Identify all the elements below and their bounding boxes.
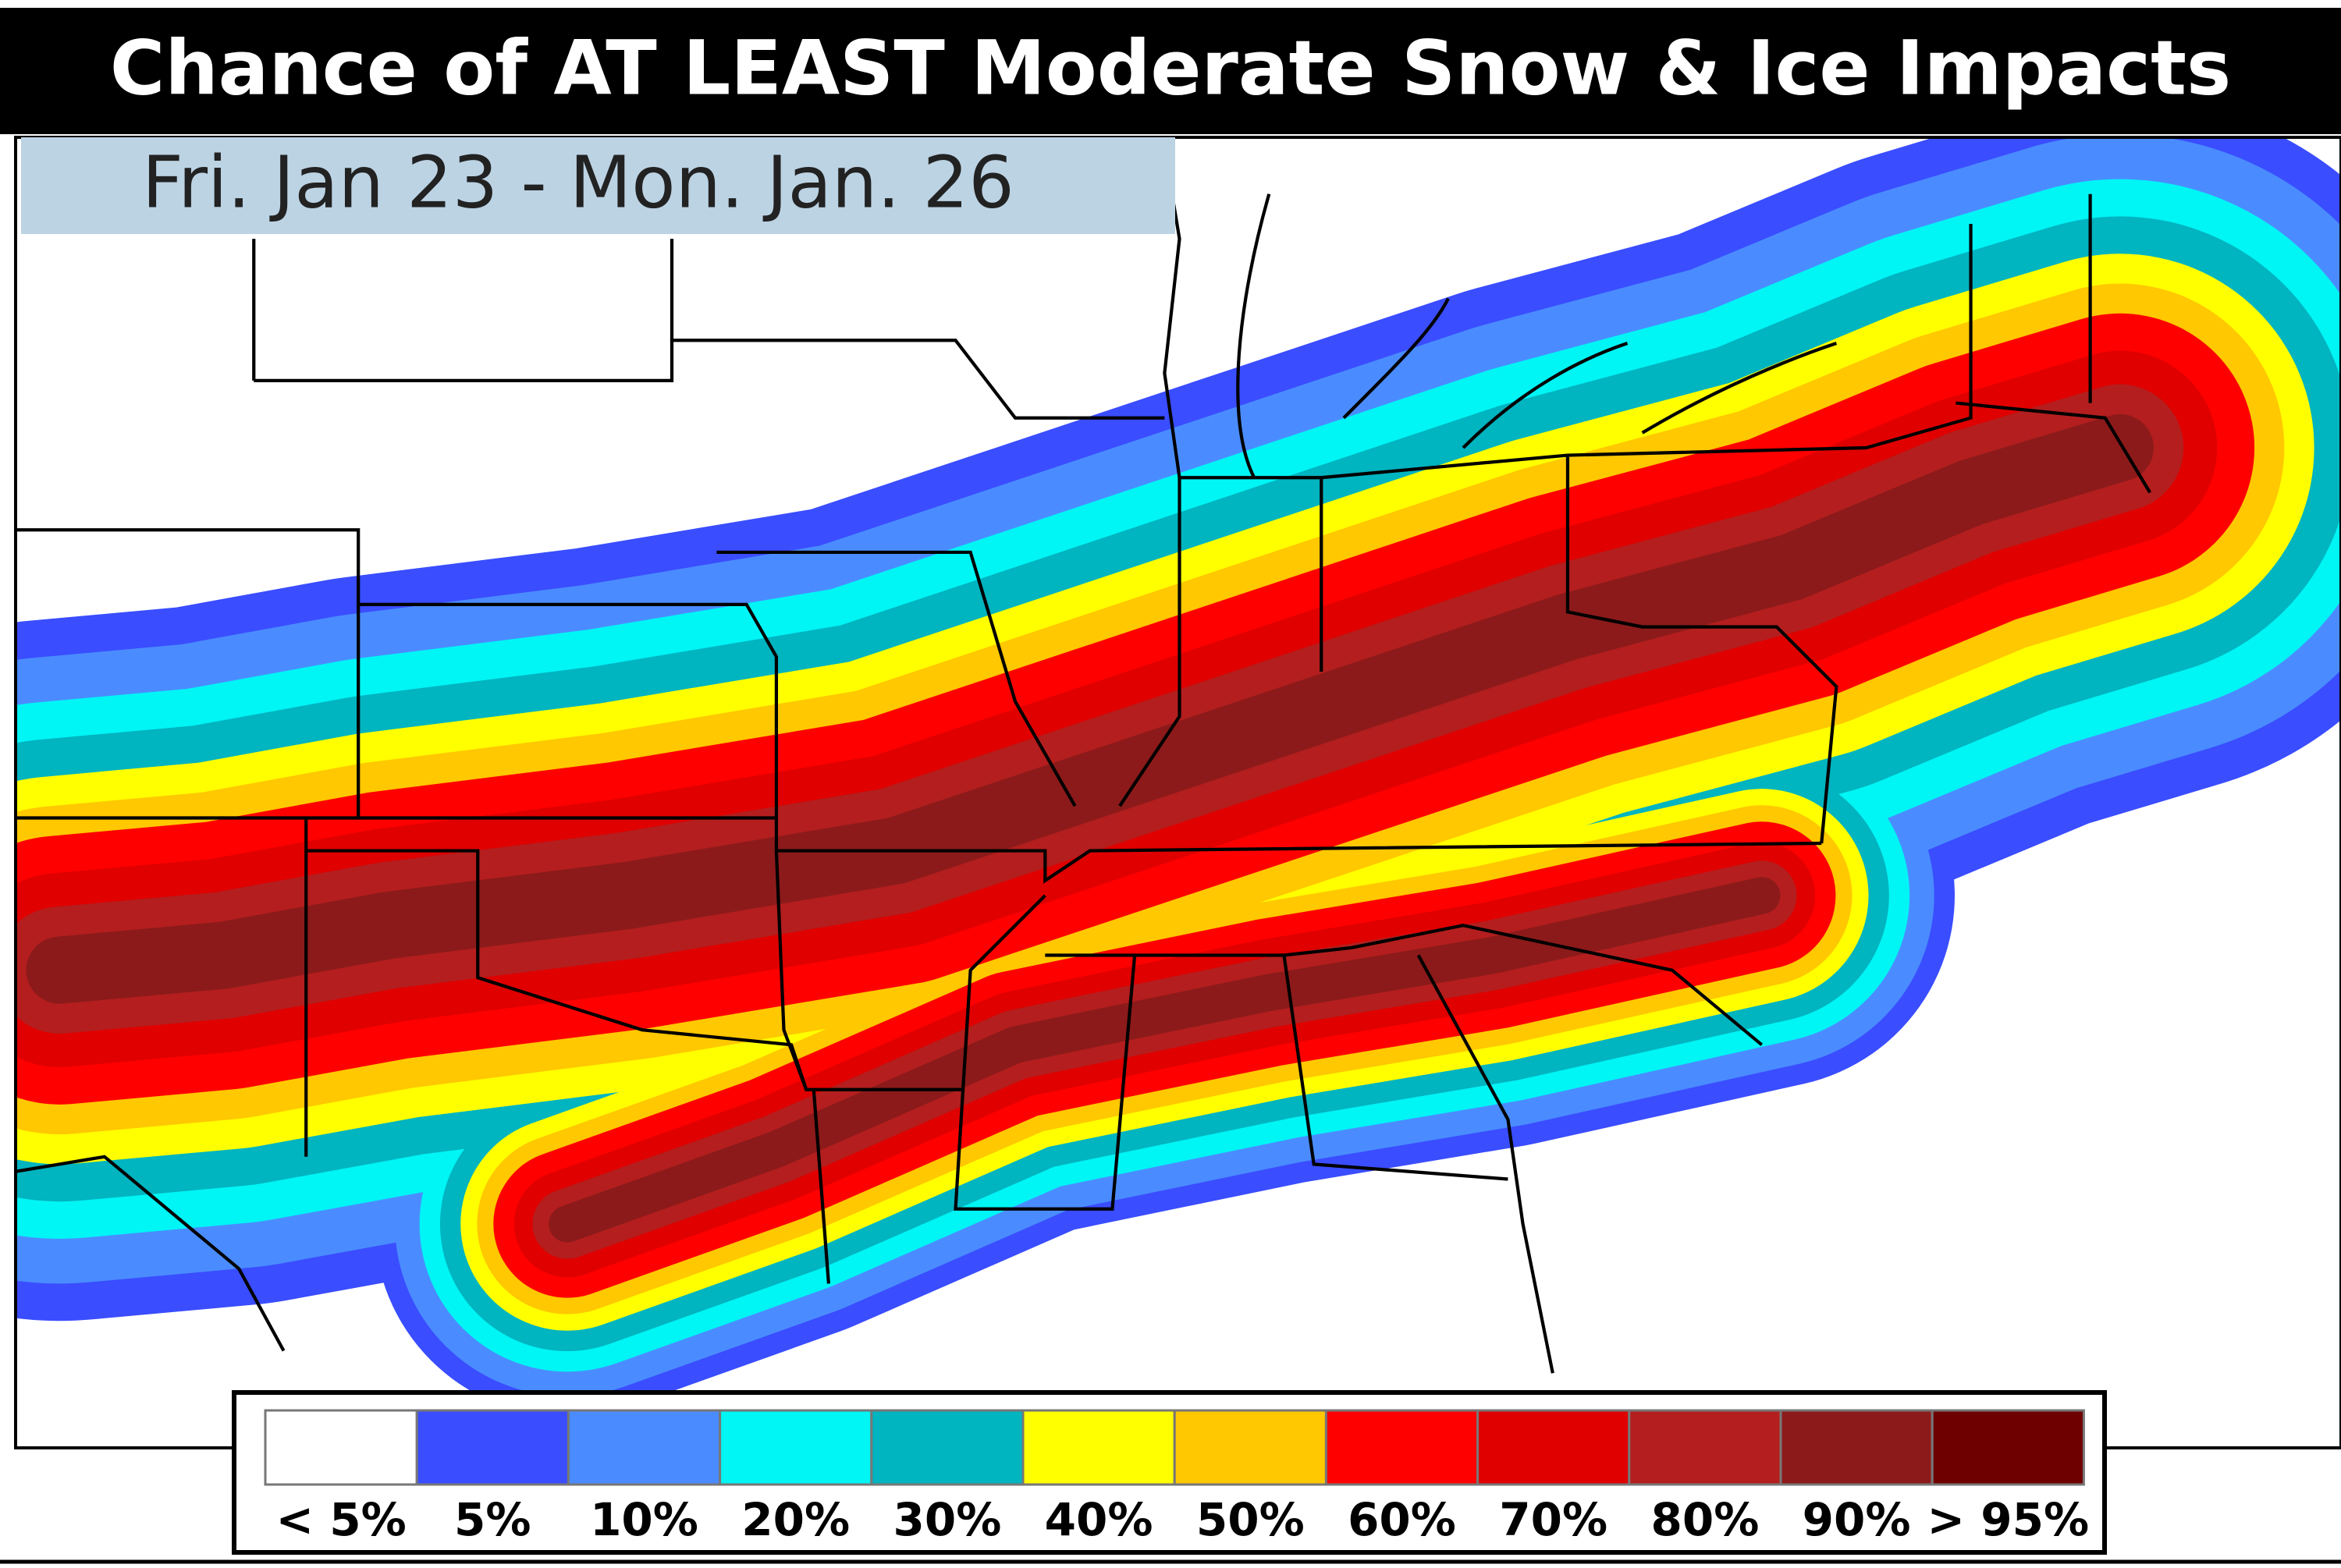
- legend-swatch: [567, 1409, 722, 1486]
- title-bar: [0, 8, 2341, 134]
- border: [16, 528, 808, 1352]
- legend-label: 60%: [1348, 1493, 1456, 1546]
- legend-swatch: [264, 1409, 418, 1486]
- legend-label: 5%: [454, 1493, 531, 1546]
- impact-band: [549, 877, 1781, 1243]
- lake-shore: [1236, 193, 1838, 479]
- border: [774, 850, 1508, 1284]
- border: [1163, 148, 2151, 494]
- legend-label: 50%: [1196, 1493, 1305, 1546]
- legend-label: 40%: [1045, 1493, 1153, 1546]
- legend-swatch: [1173, 1409, 1327, 1486]
- subtitle: Fri. Jan 23 - Mon. Jan. 26: [142, 140, 1014, 224]
- legend-label: > 95%: [1927, 1493, 2089, 1546]
- impact-band: [26, 413, 2154, 1004]
- state-borders: [16, 148, 2151, 1374]
- legend-swatch: [1779, 1409, 1934, 1486]
- legend-label: 30%: [893, 1493, 1001, 1546]
- impact-bands: [16, 137, 2341, 1417]
- subtitle-box: [21, 137, 1175, 234]
- legend: < 5% 5% 10% 20% 30% 40% 50% 60% 70% 80% 90% > 95%: [232, 1390, 2107, 1555]
- legend-label: 20%: [741, 1493, 850, 1546]
- legend-label: 90%: [1803, 1493, 1911, 1546]
- legend-label: 10%: [590, 1493, 698, 1546]
- legend-swatch: [415, 1409, 570, 1486]
- legend-swatch: [1324, 1409, 1480, 1486]
- legend-label: 70%: [1499, 1493, 1607, 1546]
- border: [252, 239, 1764, 1374]
- legend-swatch: [1628, 1409, 1782, 1486]
- legend-swatch: [1931, 1409, 2085, 1486]
- border: [254, 339, 1822, 884]
- legend-swatch: [1476, 1409, 1631, 1486]
- legend-swatch: [870, 1409, 1025, 1486]
- border: [716, 455, 1838, 844]
- legend-label: < 5%: [275, 1493, 406, 1546]
- legend-label: 80%: [1650, 1493, 1759, 1546]
- legend-swatch: [719, 1409, 873, 1486]
- legend-swatch: [1021, 1409, 1176, 1486]
- title: Chance of AT LEAST Moderate Snow & Ice I…: [110, 24, 2231, 112]
- map: [16, 137, 2341, 1417]
